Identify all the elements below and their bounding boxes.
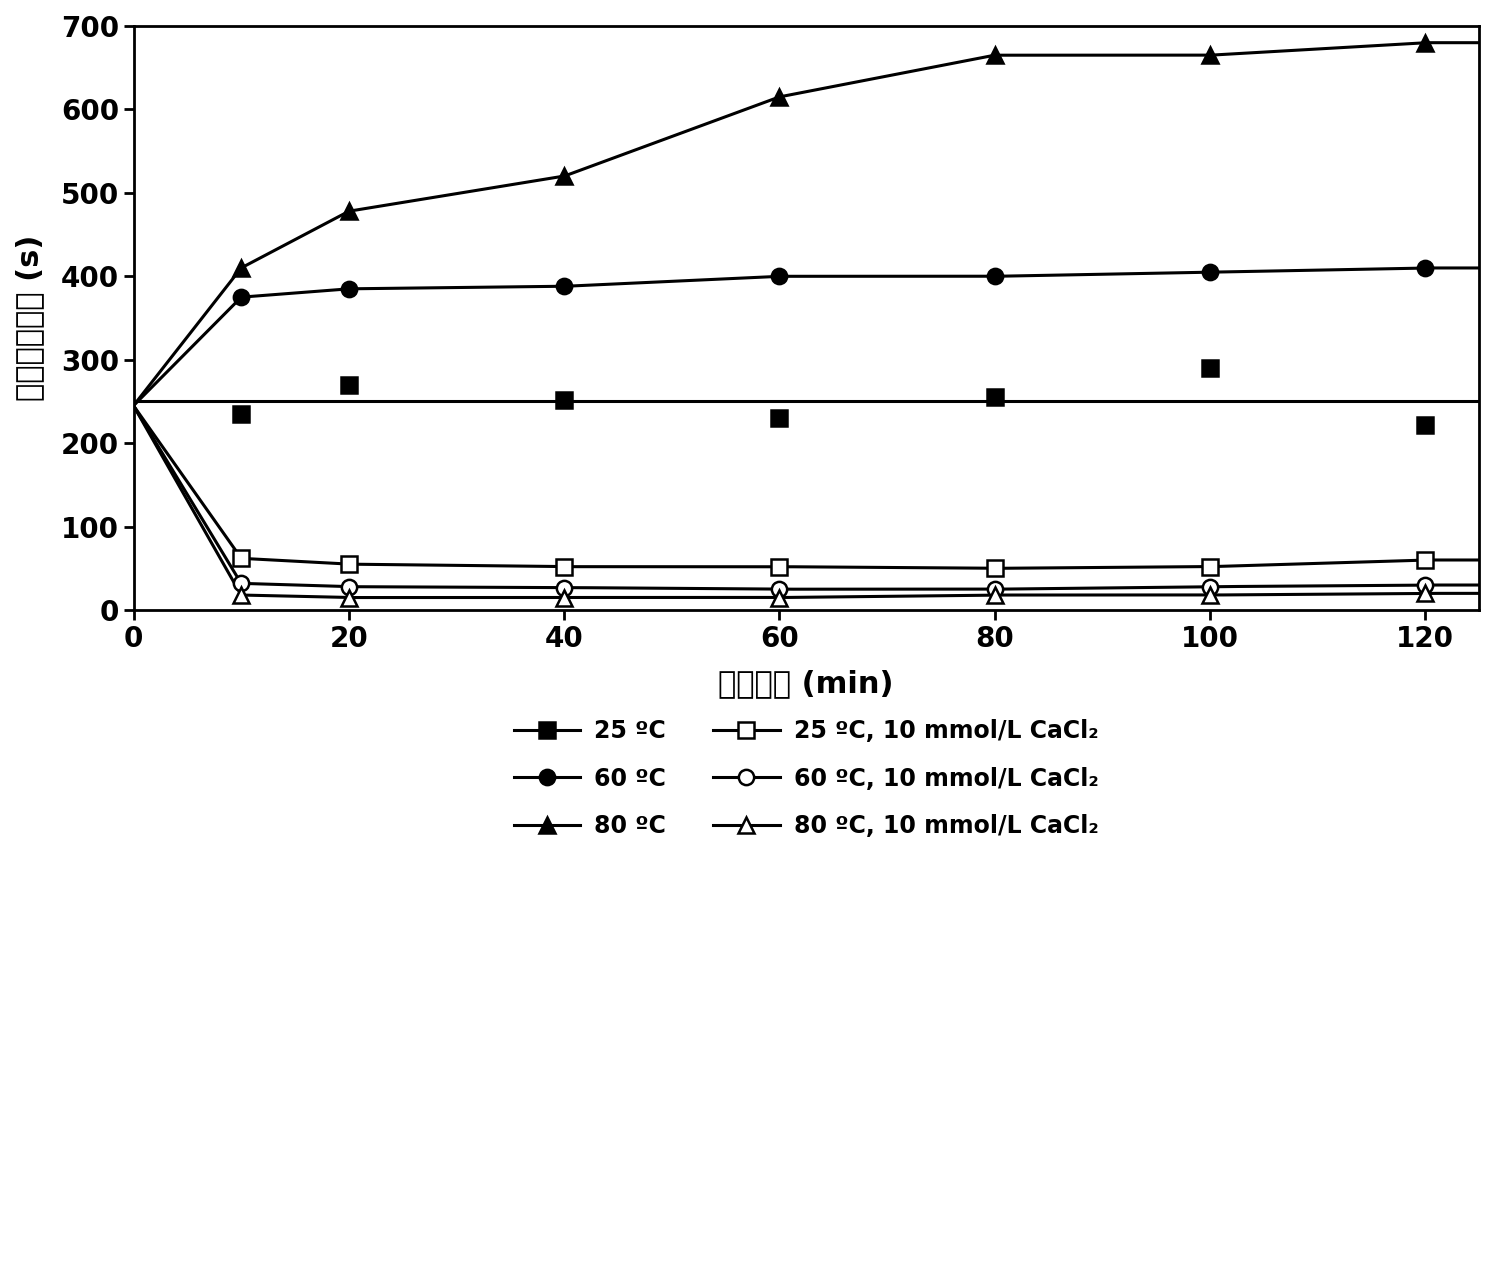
Legend: 25 ºC, 60 ºC, 80 ºC, 25 ºC, 10 mmol/L CaCl₂, 60 ºC, 10 mmol/L CaCl₂, 80 ºC, 10 m: 25 ºC, 60 ºC, 80 ºC, 25 ºC, 10 mmol/L Ca… xyxy=(505,709,1109,847)
Y-axis label: 毛细吸水时间 (s): 毛细吸水时间 (s) xyxy=(15,235,43,401)
X-axis label: 反应时间 (min): 反应时间 (min) xyxy=(719,669,893,699)
